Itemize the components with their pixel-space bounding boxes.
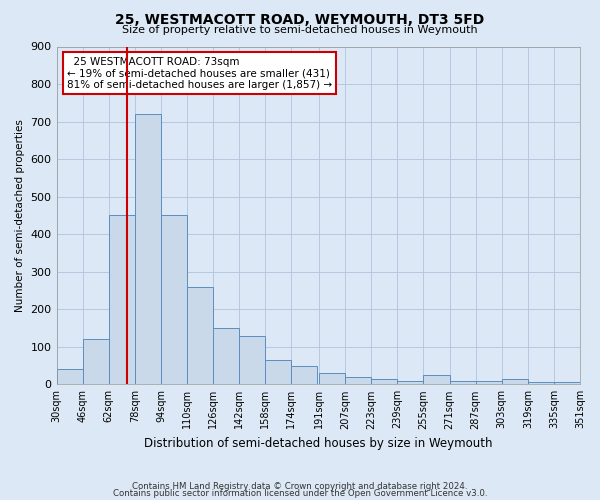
Bar	[476, 380, 502, 384]
Text: 25 WESTMACOTT ROAD: 73sqm
← 19% of semi-detached houses are smaller (431)
81% of: 25 WESTMACOTT ROAD: 73sqm ← 19% of semi-…	[67, 56, 332, 90]
Bar	[292, 366, 317, 384]
Bar	[424, 375, 449, 384]
Bar	[135, 114, 161, 384]
Y-axis label: Number of semi-detached properties: Number of semi-detached properties	[15, 119, 25, 312]
Bar	[345, 377, 371, 384]
Bar	[502, 378, 528, 384]
Bar	[239, 336, 265, 384]
Bar	[83, 340, 109, 384]
Bar	[449, 380, 476, 384]
Bar	[161, 216, 187, 384]
Bar	[187, 286, 213, 384]
Text: 25, WESTMACOTT ROAD, WEYMOUTH, DT3 5FD: 25, WESTMACOTT ROAD, WEYMOUTH, DT3 5FD	[115, 12, 485, 26]
Bar	[265, 360, 292, 384]
Bar	[56, 370, 83, 384]
Bar	[213, 328, 239, 384]
Bar	[319, 373, 345, 384]
Bar	[109, 216, 135, 384]
Bar	[397, 380, 424, 384]
X-axis label: Distribution of semi-detached houses by size in Weymouth: Distribution of semi-detached houses by …	[144, 437, 493, 450]
Bar	[528, 382, 554, 384]
Bar	[554, 382, 580, 384]
Text: Contains HM Land Registry data © Crown copyright and database right 2024.: Contains HM Land Registry data © Crown c…	[132, 482, 468, 491]
Text: Size of property relative to semi-detached houses in Weymouth: Size of property relative to semi-detach…	[122, 25, 478, 35]
Text: Contains public sector information licensed under the Open Government Licence v3: Contains public sector information licen…	[113, 490, 487, 498]
Bar	[371, 378, 397, 384]
